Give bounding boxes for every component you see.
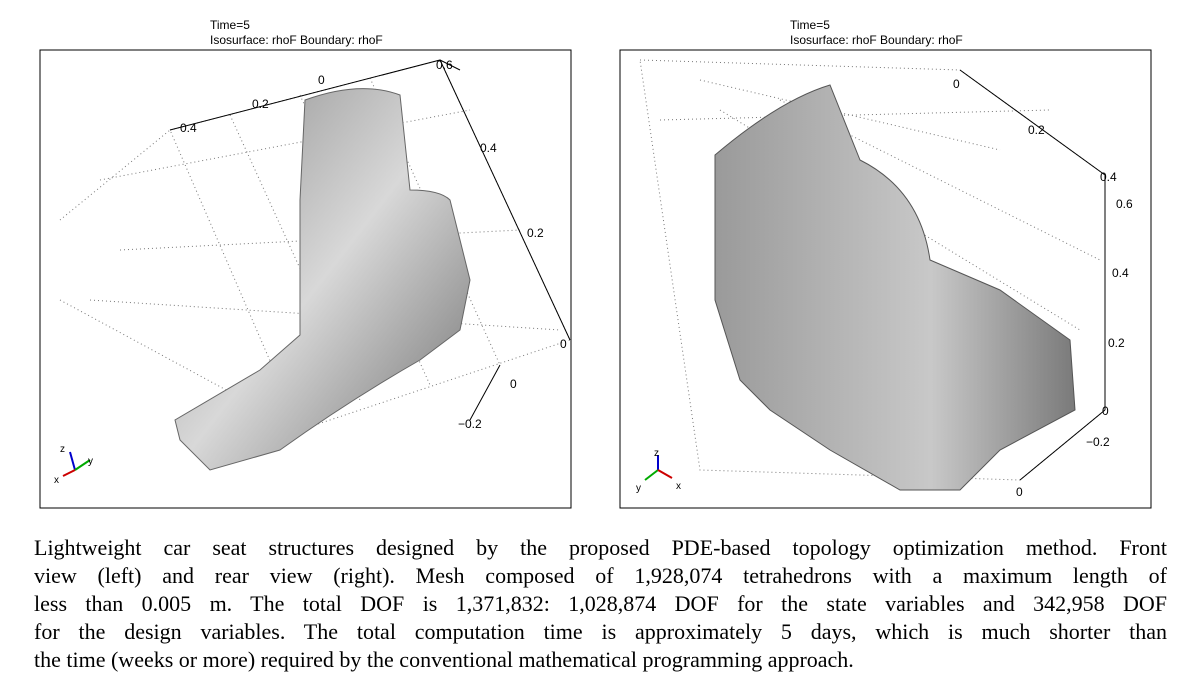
triad-left (62, 451, 91, 477)
axis-label: 0.4 (480, 141, 497, 155)
caption-line: for the design variables. The total comp… (34, 619, 1167, 644)
caption-line: the time (weeks or more) required by the… (34, 647, 854, 672)
triad-label: x (54, 475, 59, 486)
axis-label: 0.2 (1108, 336, 1125, 350)
axis-lines (169, 59, 571, 421)
axis-label: −0.2 (1086, 435, 1110, 449)
caption: Lightweight car seat structures designed… (34, 534, 1167, 674)
triad-label: z (654, 448, 659, 459)
panel-header: Time=5 (790, 18, 830, 32)
axis-label: −0.2 (458, 417, 482, 431)
axis-label: 0.4 (180, 121, 197, 135)
triad-label: y (88, 456, 93, 467)
triad-label: x (676, 481, 681, 492)
panel-header: Isosurface: rhoF Boundary: rhoF (210, 33, 383, 47)
panel-header: Isosurface: rhoF Boundary: rhoF (790, 33, 963, 47)
caption-line: less than 0.005 m. The total DOF is 1,37… (34, 591, 1167, 616)
seat-rear (714, 84, 1076, 491)
caption-line: view (left) and rear view (right). Mesh … (34, 563, 1167, 588)
axis-label: 0.2 (527, 226, 544, 240)
caption-line: Lightweight car seat structures designed… (34, 535, 1167, 560)
axis-label: 0.2 (1028, 123, 1045, 137)
axis-lines (959, 69, 1106, 481)
triad-label: z (60, 444, 65, 455)
triad-label: y (636, 483, 641, 494)
axis-label: 0 (1016, 485, 1023, 499)
panel-header: Time=5 (210, 18, 250, 32)
axis-label: 0 (318, 73, 325, 87)
axis-label: 0.4 (1112, 266, 1129, 280)
axis-label: 0 (560, 337, 567, 351)
axis-label: 0.6 (1116, 197, 1133, 211)
axis-label: 0.6 (436, 58, 453, 72)
axis-label: 0 (1102, 404, 1109, 418)
axis-label: 0 (510, 377, 517, 391)
axis-label: 0 (953, 77, 960, 91)
axis-label: 0.4 (1100, 170, 1117, 184)
triad-right (644, 455, 673, 481)
seat-front (174, 88, 471, 471)
axis-label: 0.2 (252, 97, 269, 111)
